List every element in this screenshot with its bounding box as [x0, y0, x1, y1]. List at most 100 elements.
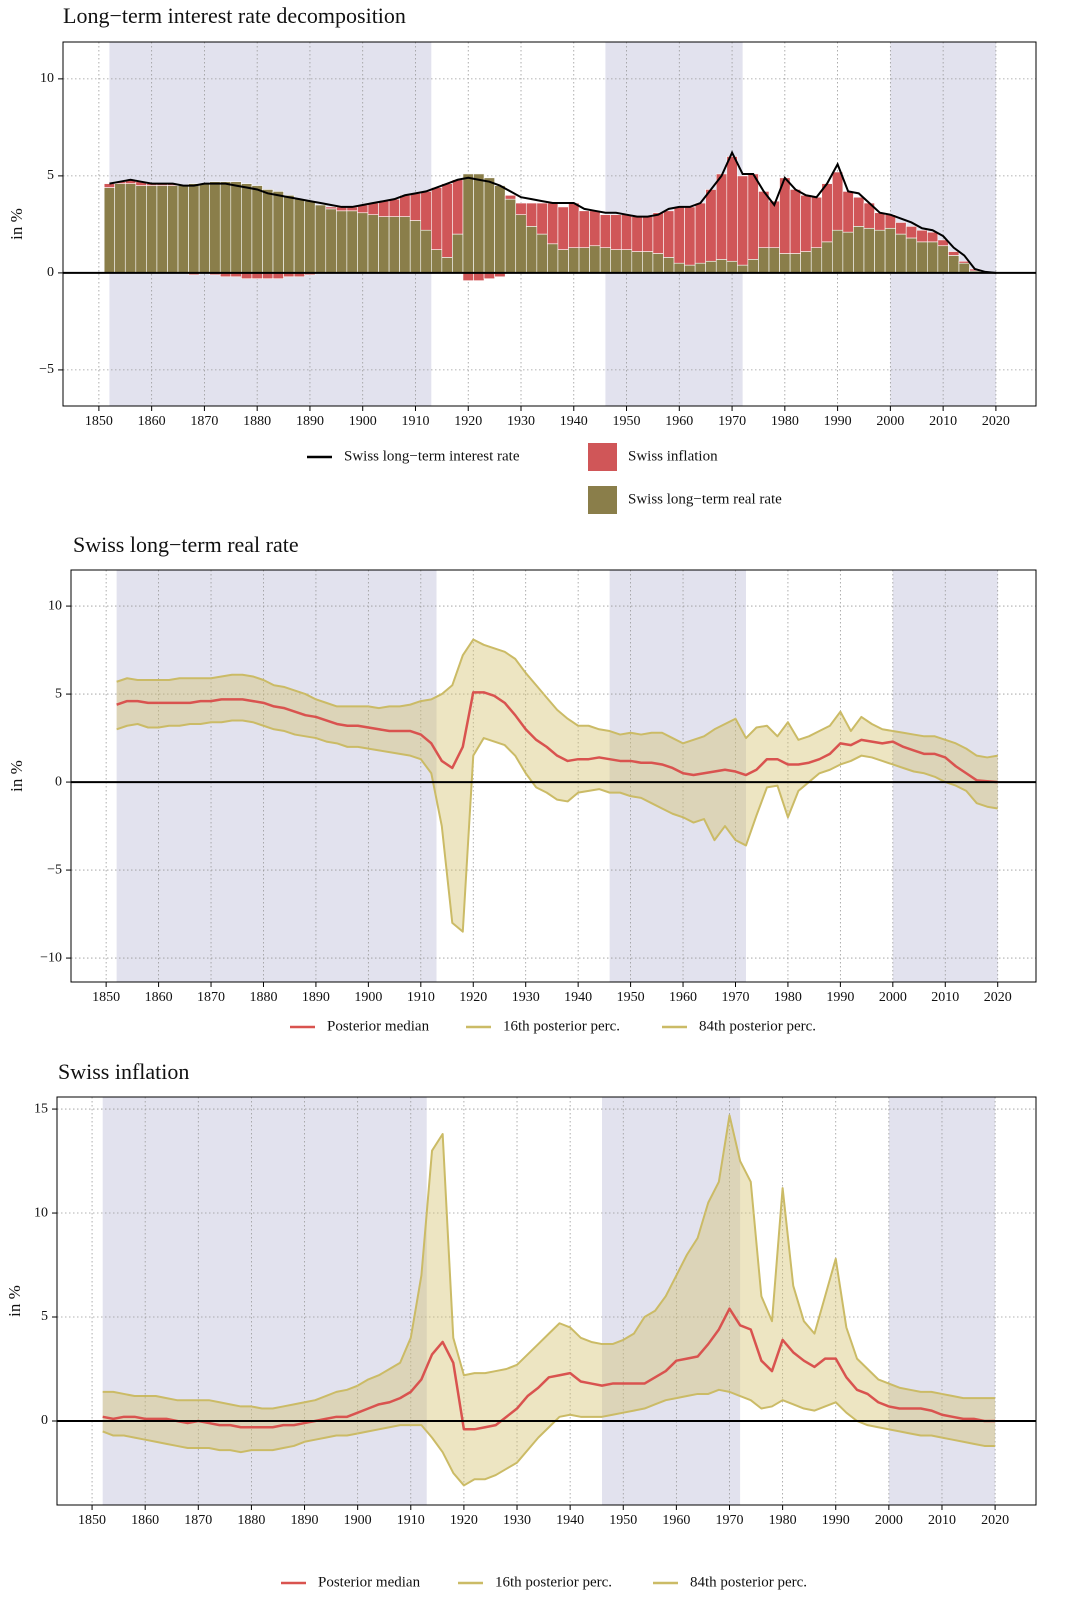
- x-tick-label: 1950: [617, 990, 645, 1005]
- y-tick-label: −5: [47, 862, 62, 877]
- x-tick-label: 2010: [928, 1513, 956, 1528]
- x-tick-label: 1880: [237, 1513, 265, 1528]
- bar-segment: [504, 198, 517, 274]
- plot-frame: [62, 41, 1037, 407]
- bar-segment: [251, 185, 263, 274]
- x-tick-label: 1920: [459, 990, 487, 1005]
- bar-segment: [737, 175, 749, 266]
- x-tick-label: 1960: [665, 414, 693, 429]
- bar-segment: [388, 198, 400, 217]
- y-tick-label: −5: [39, 362, 54, 377]
- x-tick-label: 1990: [824, 414, 852, 429]
- y-axis-label: in %: [7, 208, 26, 240]
- x-tick-label: 1870: [190, 414, 218, 429]
- legend-swatch: [588, 486, 617, 514]
- bar-segment: [167, 185, 179, 274]
- bar-segment: [684, 264, 696, 274]
- x-tick-label: 1990: [826, 990, 854, 1005]
- line: [116, 719, 998, 933]
- bar-segment: [789, 253, 801, 274]
- bar-segment: [177, 185, 189, 274]
- legend-label: 16th posterior perc.: [503, 1018, 620, 1034]
- legend-label: 84th posterior perc.: [699, 1018, 816, 1034]
- x-tick-label: 1890: [296, 414, 324, 429]
- bar-segment: [103, 183, 116, 188]
- bar-segment: [378, 216, 390, 274]
- x-tick-label: 1970: [718, 414, 746, 429]
- x-tick-label: 1940: [564, 990, 592, 1005]
- bar-segment: [462, 173, 474, 274]
- x-tick-label: 1910: [397, 1513, 425, 1528]
- bar-segment: [937, 245, 949, 274]
- y-axis-label: in %: [7, 760, 26, 792]
- x-tick-label: 2020: [981, 1513, 1009, 1528]
- x-tick-label: 2020: [982, 414, 1010, 429]
- x-tick-label: 1980: [769, 1513, 797, 1528]
- bar-segment: [494, 185, 506, 274]
- bar-segment: [135, 185, 147, 274]
- bar-segment: [832, 229, 844, 274]
- band-area: [102, 1115, 996, 1486]
- y-tick-label: 0: [55, 774, 62, 789]
- x-tick-label: 1920: [454, 414, 482, 429]
- shaded-period: [102, 1097, 427, 1505]
- bar-segment: [146, 185, 158, 274]
- line: [102, 1388, 996, 1487]
- bar-segment: [747, 259, 759, 274]
- bar-segment: [441, 257, 453, 274]
- x-tick-label: 1960: [669, 990, 697, 1005]
- bar-segment: [589, 245, 601, 274]
- x-tick-label: 1850: [92, 990, 120, 1005]
- line: [116, 638, 998, 759]
- bar-segment: [388, 216, 400, 274]
- plot-frame: [56, 1096, 1037, 1506]
- bar-segment: [283, 194, 295, 274]
- bar-segment: [948, 255, 960, 274]
- bar-segment: [673, 206, 685, 264]
- bar-segment: [557, 249, 569, 274]
- bar-segment: [219, 181, 232, 274]
- bar-segment: [547, 243, 559, 274]
- band-area: [116, 639, 998, 932]
- bar-segment: [462, 272, 474, 281]
- y-tick-label: 10: [48, 598, 62, 613]
- bar-segment: [905, 226, 918, 239]
- bar-segment: [536, 233, 548, 274]
- x-tick-label: 1870: [197, 990, 225, 1005]
- x-tick-label: 1900: [344, 1513, 372, 1528]
- bar-segment: [620, 214, 633, 250]
- bar-segment: [357, 212, 369, 274]
- bar-segment: [631, 251, 643, 274]
- bar-segment: [705, 260, 717, 274]
- y-axis-label: in %: [5, 1285, 24, 1317]
- bar-segment: [293, 198, 305, 274]
- x-tick-label: 1880: [249, 990, 277, 1005]
- chart-panel: Swiss inflation in % 1850 1860 1870 1880 1890 1…: [5, 1059, 1037, 1590]
- bar-segment: [188, 183, 200, 274]
- y-tick-label: 5: [41, 1309, 48, 1324]
- x-tick-label: 1990: [822, 1513, 850, 1528]
- bar-segment: [304, 200, 316, 274]
- bar-segment: [610, 214, 622, 250]
- line: [116, 691, 998, 784]
- plot-frame: [70, 569, 1037, 983]
- x-tick-label: 1930: [507, 414, 535, 429]
- bar-segment: [198, 183, 210, 274]
- x-tick-label: 2000: [875, 1513, 903, 1528]
- bar-segment: [262, 189, 274, 274]
- x-tick-label: 1980: [774, 990, 802, 1005]
- bar-segment: [599, 247, 612, 274]
- bar-segment: [958, 262, 970, 274]
- x-tick-label: 1900: [354, 990, 382, 1005]
- y-tick-label: −10: [40, 950, 62, 965]
- x-tick-label: 2010: [931, 990, 959, 1005]
- bar-segment: [420, 229, 432, 274]
- x-tick-label: 1940: [556, 1513, 584, 1528]
- bar-segment: [673, 262, 685, 274]
- chart-title: Swiss inflation: [58, 1059, 189, 1084]
- bar-segment: [758, 191, 770, 248]
- bar-segment: [599, 214, 612, 248]
- y-tick-label: 15: [34, 1101, 48, 1116]
- bar-segment: [853, 226, 865, 274]
